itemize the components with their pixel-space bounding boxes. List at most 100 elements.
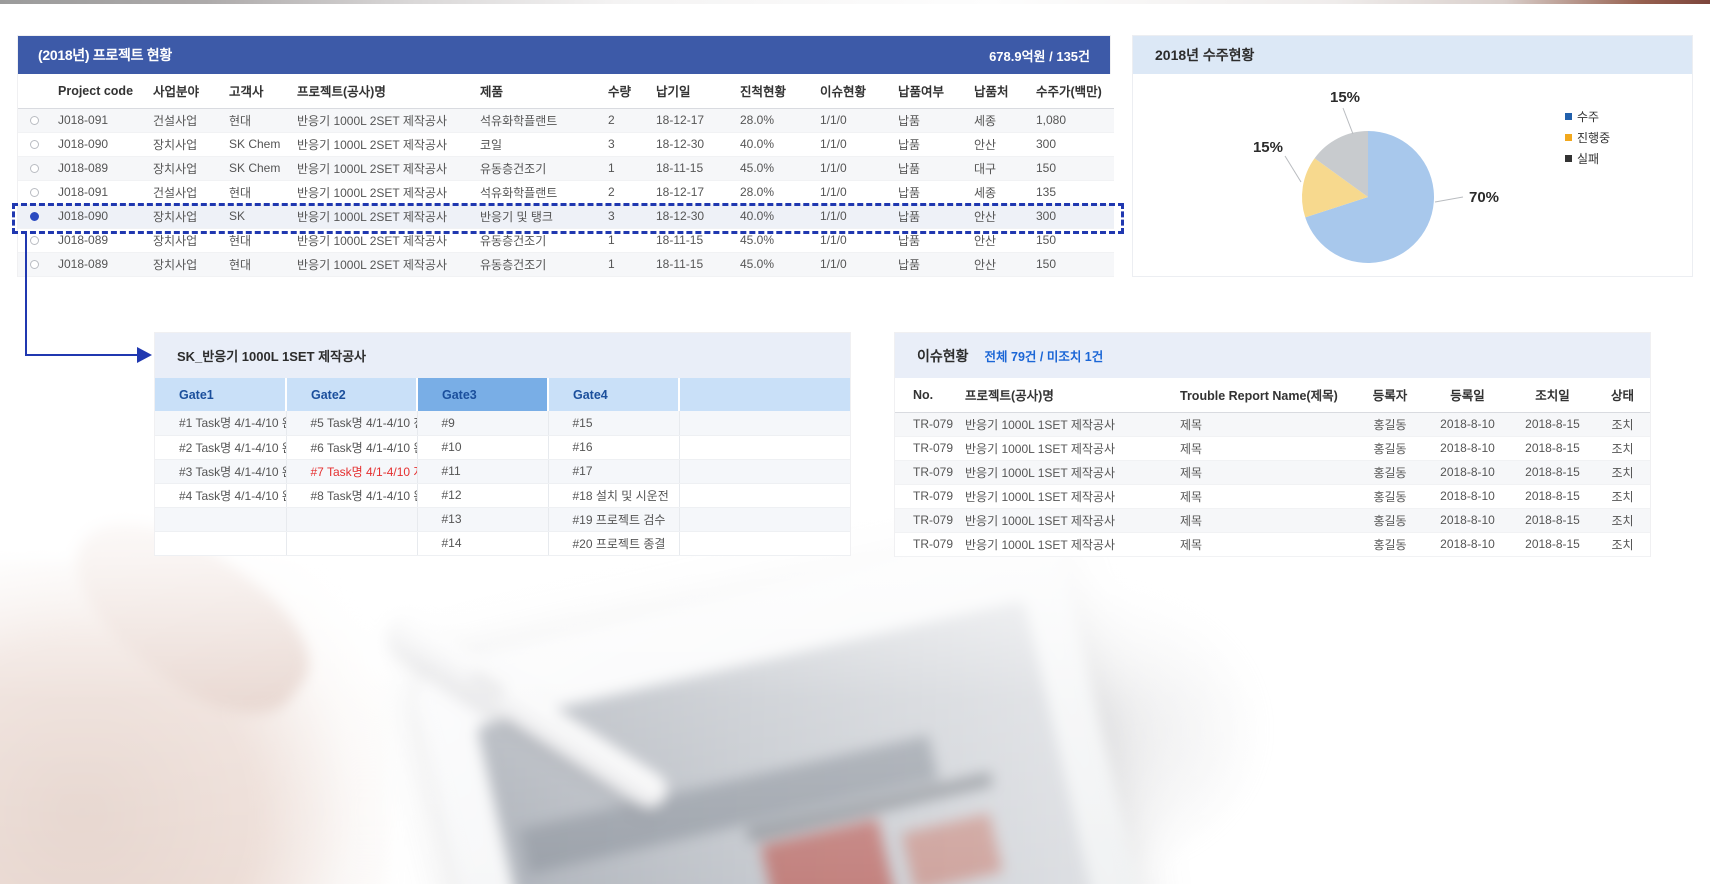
gate-task-cell: #17 [547,459,679,484]
legend-item: 수주 [1565,108,1610,125]
row-radio[interactable] [30,260,39,270]
gate-task-cell: #2 Task명 4/1-4/10 완료 [155,435,286,460]
table-row[interactable]: TR-079 반응기 1000L 1SET 제작공사 제목 홍길동 2018-8-10 2… [895,484,1650,509]
issue-table-body: TR-079 반응기 1000L 1SET 제작공사 제목 홍길동 2018-8-10 2… [895,412,1650,557]
cell: 2018-8-10 [1425,508,1510,533]
row-radio[interactable] [30,164,39,174]
legend-swatch-icon [1565,155,1572,162]
project-status-panel: (2018년) 프로젝트 현황 678.9억원 / 135건 Project c… [18,36,1114,277]
cell: 제목 [1180,436,1355,461]
gate-task-cell: #14 [416,531,548,556]
cell: 반응기 1000L 1SET 제작공사 [965,412,1180,437]
table-row[interactable]: TR-079 반응기 1000L 1SET 제작공사 제목 홍길동 2018-8-10 2… [895,412,1650,437]
gate-column-header[interactable]: Gate3 [416,378,548,411]
legend-item: 진행중 [1565,129,1610,146]
cell: J018-091 [58,180,153,205]
radio-cell [18,156,58,181]
table-row[interactable]: #14 #20 프로젝트 종결 [155,531,850,556]
radio-column-header [18,74,58,109]
table-row[interactable]: #4 Task명 4/1-4/10 완료#8 Task명 4/1-4/10 완료… [155,483,850,508]
gate-task-cell: #19 프로젝트 검수 [547,507,679,532]
cell: 유동층건조기 [480,252,608,277]
legend-swatch-icon [1565,113,1572,120]
row-radio[interactable] [30,188,39,198]
table-row[interactable]: #2 Task명 4/1-4/10 완료#6 Task명 4/1-4/10 완료… [155,435,850,460]
cell: 반응기 1000L 2SET 제작공사 [297,132,480,157]
gate-column-header[interactable]: Gate1 [155,378,286,411]
cell: 홍길동 [1355,532,1425,557]
cell: 45.0% [740,228,820,253]
row-radio[interactable] [30,236,39,246]
cell: 40.0% [740,132,820,157]
table-row[interactable]: TR-079 반응기 1000L 1SET 제작공사 제목 홍길동 2018-8-10 2… [895,532,1650,557]
cell: 장치사업 [153,228,229,253]
cell: TR-079 [895,508,965,533]
cell: 현대 [229,180,297,205]
gate-column-header[interactable]: Gate2 [285,378,417,411]
radio-cell [18,132,58,157]
legend-item: 실패 [1565,150,1610,167]
pie-chart: 70% 15% 15% [1253,89,1499,263]
cell: 18-12-30 [656,204,740,229]
radio-cell [18,252,58,277]
cell: 1,080 [1036,108,1114,133]
pie-percent-label: 15% [1330,89,1360,106]
cell: 반응기 및 탱크 [480,204,608,229]
cell: J018-090 [58,204,153,229]
cell: 150 [1036,228,1114,253]
project-table: Project code 사업분야 고객사 프로젝트(공사)명 제품 수량 납기일 진척현황 이… [18,74,1114,277]
gate-task-cell: #3 Task명 4/1-4/10 완료 [155,459,286,484]
cell: 40.0% [740,204,820,229]
legend-label: 수주 [1577,110,1600,124]
table-row[interactable]: J018-090 장치사업 SK 반응기 1000L 2SET 제작공사 반응기 및 탱… [18,204,1114,229]
project-table-header-row: Project code 사업분야 고객사 프로젝트(공사)명 제품 수량 납기일 진척현황 이… [18,74,1114,109]
cell: SK [229,204,297,229]
cell: 제목 [1180,532,1355,557]
cell: 조치 [1595,436,1650,461]
table-row[interactable]: TR-079 반응기 1000L 1SET 제작공사 제목 홍길동 2018-8-10 2… [895,508,1650,533]
gate-column-header[interactable]: Gate4 [547,378,679,411]
column-header: 사업분야 [153,74,229,109]
cell: 18-11-15 [656,156,740,181]
cell: TR-079 [895,412,965,437]
cell: 세종 [974,180,1036,205]
table-row[interactable]: #1 Task명 4/1-4/10 완료#5 Task명 4/1-4/10 진행… [155,411,850,436]
table-row[interactable]: J018-089 장치사업 현대 반응기 1000L 2SET 제작공사 유동층건조기 1… [18,228,1114,253]
row-radio[interactable] [30,116,39,126]
cell: J018-089 [58,252,153,277]
legend-label: 진행중 [1577,131,1611,145]
cell: 1/1/0 [820,132,898,157]
selection-arrow-head-icon [137,347,152,363]
table-row[interactable]: TR-079 반응기 1000L 1SET 제작공사 제목 홍길동 2018-8-10 2… [895,460,1650,485]
gate-filler-cell [678,483,850,508]
table-row[interactable]: J018-089 장치사업 SK Chem 반응기 1000L 2SET 제작공사 유동… [18,156,1114,181]
table-row[interactable]: J018-091 건설사업 현대 반응기 1000L 2SET 제작공사 석유화학플랜트… [18,180,1114,205]
gate-task-cell: #20 프로젝트 종결 [547,531,679,556]
cell: 반응기 1000L 1SET 제작공사 [965,532,1180,557]
gates-table-header-row: Gate1 Gate2 Gate3 Gate4 [155,378,850,411]
table-row[interactable]: #13 #19 프로젝트 검수 [155,507,850,532]
cell: J018-089 [58,156,153,181]
cell: 2018-8-15 [1510,484,1595,509]
issue-panel-summary: 전체 79건 / 미조치 1건 [984,350,1104,364]
row-radio[interactable] [30,212,39,222]
cell: 홍길동 [1355,412,1425,437]
pie-leader-line [1284,155,1302,183]
table-row[interactable]: #3 Task명 4/1-4/10 완료#7 Task명 4/1-4/10 지연… [155,459,850,484]
cell: 제목 [1180,508,1355,533]
gates-panel-title: SK_반응기 1000L 1SET 제작공사 [177,349,366,364]
cell: 2018-8-10 [1425,460,1510,485]
table-row[interactable]: J018-089 장치사업 현대 반응기 1000L 2SET 제작공사 유동층건조기 1… [18,252,1114,277]
table-row[interactable]: J018-091 건설사업 현대 반응기 1000L 2SET 제작공사 석유화학플랜트… [18,108,1114,133]
cell: 18-11-15 [656,228,740,253]
radio-cell [18,180,58,205]
table-row[interactable]: TR-079 반응기 1000L 1SET 제작공사 제목 홍길동 2018-8-10 2… [895,436,1650,461]
pie-percent-label: 15% [1253,139,1283,156]
row-radio[interactable] [30,140,39,150]
gate-task-cell: #4 Task명 4/1-4/10 완료 [155,483,286,508]
table-row[interactable]: J018-090 장치사업 SK Chem 반응기 1000L 2SET 제작공사 코일… [18,132,1114,157]
pie-chart-area: 70% 15% 15% 수주 진행중 실패 [1133,74,1692,276]
cell: 2 [608,180,656,205]
cell: 유동층건조기 [480,228,608,253]
cell: 제목 [1180,484,1355,509]
